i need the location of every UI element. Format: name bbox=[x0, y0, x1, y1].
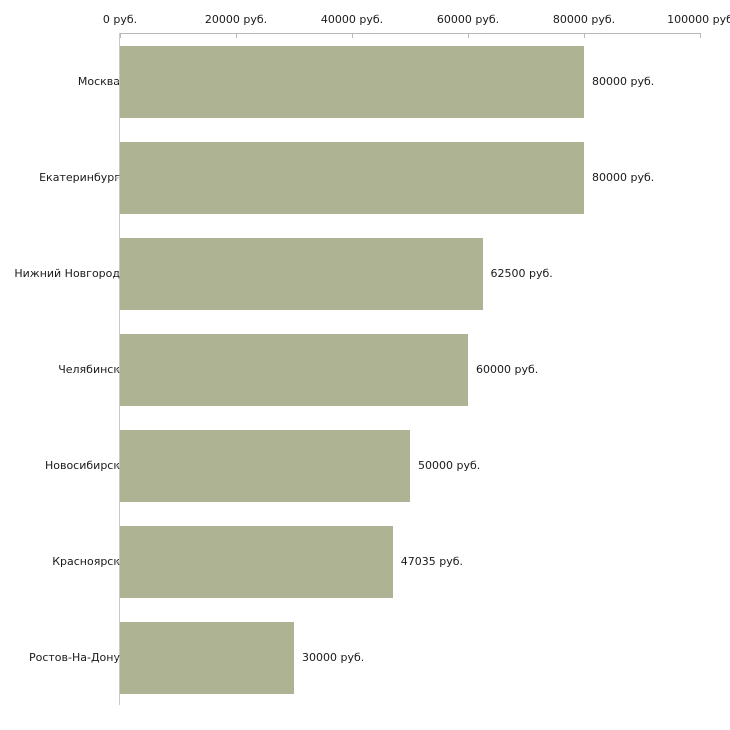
bar-value-label: 62500 руб. bbox=[490, 267, 553, 280]
bar-value-label: 80000 руб. bbox=[592, 75, 655, 88]
category-label-wrap: Челябинск bbox=[0, 334, 120, 406]
bar-row[interactable]: Ростов-На-Дону 30000 руб. bbox=[0, 622, 730, 694]
x-axis-tick-label: 100000 руб bbox=[667, 13, 730, 26]
x-axis-tick bbox=[468, 33, 469, 38]
y-axis-tick bbox=[115, 561, 119, 563]
bar-value-label: 60000 руб. bbox=[476, 363, 539, 376]
bar[interactable] bbox=[120, 46, 584, 118]
bar-row[interactable]: Москва 80000 руб. bbox=[0, 46, 730, 118]
x-axis-tick-label: 40000 руб. bbox=[320, 13, 384, 26]
x-axis-tick bbox=[120, 33, 121, 38]
x-axis-tick bbox=[236, 33, 237, 38]
y-axis-tick bbox=[115, 177, 119, 179]
bar-value-label: 30000 руб. bbox=[302, 651, 365, 664]
y-axis-line bbox=[119, 33, 120, 705]
category-label-wrap: Москва bbox=[0, 46, 120, 118]
bar-value-label: 50000 руб. bbox=[418, 459, 481, 472]
bar[interactable] bbox=[120, 238, 483, 310]
category-label-wrap: Екатеринбург bbox=[0, 142, 120, 214]
x-axis: 0 руб. 20000 руб. 40000 руб. 60000 руб. 8000… bbox=[0, 0, 730, 38]
bar-row[interactable]: Екатеринбург 80000 руб. bbox=[0, 142, 730, 214]
x-axis-tick bbox=[352, 33, 353, 38]
bar-row[interactable]: Красноярск 47035 руб. bbox=[0, 526, 730, 598]
x-axis-tick-label: 20000 руб. bbox=[204, 13, 268, 26]
y-axis-category-label: Москва bbox=[77, 75, 120, 88]
y-axis-tick bbox=[115, 465, 119, 467]
bar-row[interactable]: Челябинск 60000 руб. bbox=[0, 334, 730, 406]
bar-row[interactable]: Нижний Новгород 62500 руб. bbox=[0, 238, 730, 310]
x-axis-tick bbox=[700, 33, 701, 38]
x-axis-tick-label: 60000 руб. bbox=[436, 13, 500, 26]
x-axis-line bbox=[119, 33, 700, 34]
category-label-wrap: Новосибирск bbox=[0, 430, 120, 502]
y-axis-category-label: Ростов-На-Дону bbox=[28, 651, 120, 664]
category-label-wrap: Нижний Новгород bbox=[0, 238, 120, 310]
y-axis-tick bbox=[115, 81, 119, 83]
bar-row[interactable]: Новосибирск 50000 руб. bbox=[0, 430, 730, 502]
y-axis-category-label: Екатеринбург bbox=[39, 171, 120, 184]
category-label-wrap: Ростов-На-Дону bbox=[0, 622, 120, 694]
bar[interactable] bbox=[120, 526, 393, 598]
bar[interactable] bbox=[120, 142, 584, 214]
y-axis-tick bbox=[115, 657, 119, 659]
category-label-wrap: Красноярск bbox=[0, 526, 120, 598]
bar[interactable] bbox=[120, 430, 410, 502]
x-axis-tick bbox=[584, 33, 585, 38]
bar-value-label: 47035 руб. bbox=[400, 555, 464, 568]
bar[interactable] bbox=[120, 334, 468, 406]
x-axis-tick-label: 0 руб. bbox=[102, 13, 138, 26]
y-axis-tick bbox=[115, 273, 119, 275]
y-axis-category-label: Челябинск bbox=[58, 363, 120, 376]
y-axis-tick bbox=[115, 369, 119, 371]
x-axis-tick-label: 80000 руб. bbox=[552, 13, 616, 26]
y-axis-category-label: Новосибирск bbox=[44, 459, 120, 472]
bar[interactable] bbox=[120, 622, 294, 694]
bar-value-label: 80000 руб. bbox=[592, 171, 655, 184]
y-axis-category-label: Красноярск bbox=[52, 555, 120, 568]
y-axis-category-label: Нижний Новгород bbox=[14, 267, 120, 280]
plot-area: Москва 80000 руб. Екатеринбург 80000 руб. Ни… bbox=[0, 34, 730, 706]
